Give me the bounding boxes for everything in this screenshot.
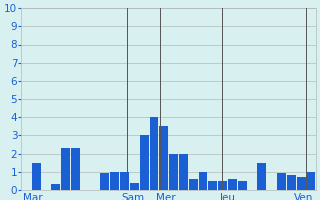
Bar [307,172,315,190]
Bar [258,163,266,190]
Bar [130,183,139,190]
Bar [140,135,148,190]
Bar [71,148,80,190]
Bar [297,177,306,190]
Bar [32,163,41,190]
Bar [189,179,197,190]
Bar [208,181,217,190]
Bar [218,181,227,190]
Text: Jeu: Jeu [220,193,236,200]
Bar [110,172,119,190]
Bar [238,181,247,190]
Bar [287,175,296,190]
Bar [277,173,286,190]
Bar [149,117,158,190]
Bar [61,148,70,190]
Bar [100,173,109,190]
Bar [179,154,188,190]
Bar [52,184,60,190]
Bar [120,172,129,190]
Bar [228,179,237,190]
Text: Sam: Sam [122,193,145,200]
Bar [159,126,168,190]
Bar [199,172,207,190]
Bar [169,154,178,190]
Text: Mer: Mer [156,193,175,200]
Text: Mar: Mar [23,193,43,200]
Text: Ven: Ven [294,193,314,200]
